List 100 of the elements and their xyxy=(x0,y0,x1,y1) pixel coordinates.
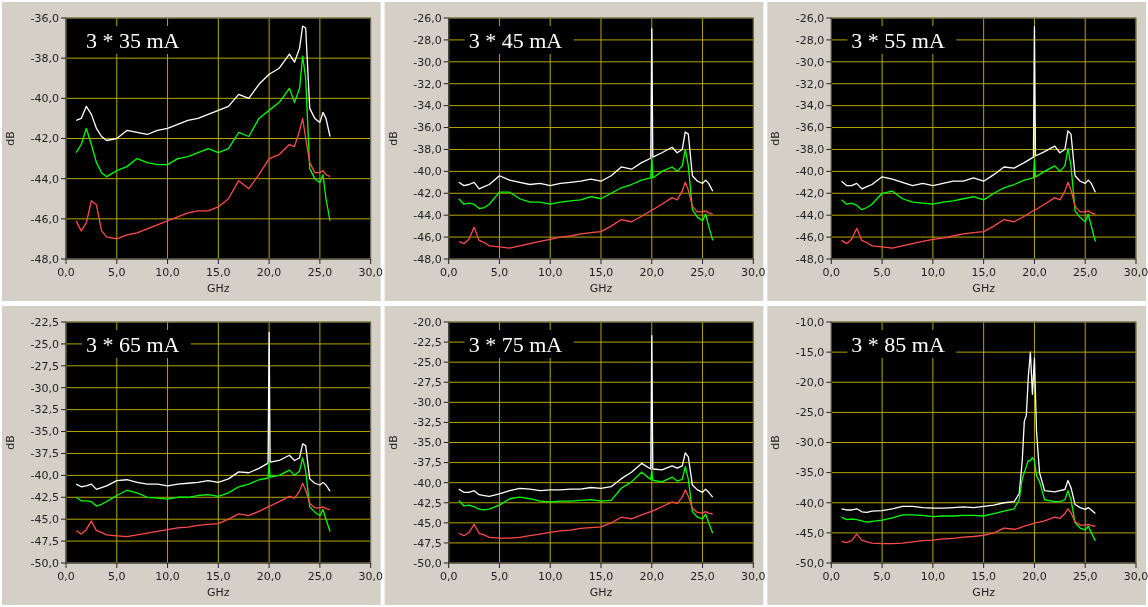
x-tick-label: 30,0 xyxy=(741,266,766,279)
x-tick-label: 0,0 xyxy=(57,570,75,583)
y-tick-label: -40,0 xyxy=(30,92,59,106)
y-tick-label: -42,0 xyxy=(795,187,825,201)
y-tick-label: -42,5 xyxy=(30,491,59,505)
y-axis-title: dB xyxy=(769,435,783,450)
x-tick-label: 0,0 xyxy=(439,570,458,583)
x-tick-label: 30,0 xyxy=(741,570,766,583)
y-tick-label: -37,5 xyxy=(413,456,442,470)
x-tick-label: 25,0 xyxy=(307,266,333,279)
line-series xyxy=(458,335,714,498)
line-series xyxy=(458,28,714,192)
text: 3 * 85 mA xyxy=(851,332,945,357)
y-tick-label: -28,0 xyxy=(413,33,442,47)
y-tick-label: -38,0 xyxy=(413,143,442,157)
y-tick-label: -32,0 xyxy=(795,77,825,91)
y-tick-label: -40,0 xyxy=(30,469,59,483)
x-tick-label: 25,0 xyxy=(307,570,333,583)
y-tick-label: -47,5 xyxy=(413,536,442,550)
x-tick-label: 0,0 xyxy=(57,266,75,279)
y-tick-label: -27,5 xyxy=(413,376,442,390)
y-tick-label: -25,0 xyxy=(30,337,59,351)
y-tick-label: -40,0 xyxy=(413,165,442,179)
y-tick-label: -46,0 xyxy=(795,230,825,244)
line-series xyxy=(458,148,714,242)
x-tick-label: 0,0 xyxy=(822,570,841,583)
y-tick-label: -48,0 xyxy=(413,252,442,266)
y-tick-label: -42,0 xyxy=(30,132,59,146)
line-series xyxy=(840,351,1097,515)
x-tick-label: 15,0 xyxy=(588,266,614,279)
line-series xyxy=(840,147,1097,243)
y-tick-label: -40,0 xyxy=(795,496,825,510)
x-tick-label: 15,0 xyxy=(206,266,231,279)
y-tick-label: -36,0 xyxy=(413,121,442,135)
x-tick-label: 15,0 xyxy=(971,570,996,583)
x-tick-label: 20,0 xyxy=(256,266,282,279)
x-tick-label: 10,0 xyxy=(155,266,180,279)
y-tick-label: -15,0 xyxy=(795,345,825,359)
x-tick-label: 5,0 xyxy=(108,570,126,583)
y-tick-label: -32,5 xyxy=(30,403,59,417)
x-tick-label: 25,0 xyxy=(690,266,715,279)
y-tick-label: -40,0 xyxy=(795,165,825,179)
y-tick-label: -42,0 xyxy=(413,187,442,201)
line-series xyxy=(840,456,1097,542)
x-tick-label: 10,0 xyxy=(537,266,563,279)
x-tick-label: 20,0 xyxy=(1022,266,1047,279)
y-axis-title: dB xyxy=(4,131,17,146)
y-tick-label: -35,0 xyxy=(413,436,442,450)
y-tick-label: -47,5 xyxy=(30,534,59,548)
line-series xyxy=(840,26,1097,193)
line-series xyxy=(75,482,331,538)
line-series xyxy=(75,331,331,492)
y-tick-label: -10,0 xyxy=(795,315,825,329)
y-tick-label: -44,0 xyxy=(413,209,442,223)
y-tick-label: -20,0 xyxy=(413,315,442,329)
line-series xyxy=(75,55,331,222)
y-tick-label: -40,0 xyxy=(413,476,442,490)
y-tick-label: -30,0 xyxy=(795,436,825,450)
y-tick-label: -45,0 xyxy=(413,516,442,530)
y-tick-label: -45,0 xyxy=(795,526,825,540)
x-tick-label: 15,0 xyxy=(206,570,231,583)
x-axis-title: GHz xyxy=(589,282,613,295)
x-tick-label: 30,0 xyxy=(1123,266,1148,279)
x-tick-label: 10,0 xyxy=(920,266,946,279)
y-tick-label: -27,5 xyxy=(30,359,59,373)
y-tick-label: -22,5 xyxy=(30,315,59,329)
text: 3 * 75 mA xyxy=(468,332,563,357)
x-axis-title: GHz xyxy=(972,586,996,599)
y-tick-label: -30,0 xyxy=(30,381,59,395)
x-tick-label: 20,0 xyxy=(639,266,665,279)
y-tick-label: -32,0 xyxy=(413,77,442,91)
x-tick-label: 20,0 xyxy=(639,570,665,583)
text: 3 * 35 mA xyxy=(86,28,180,53)
line-series xyxy=(840,181,1097,249)
y-tick-label: -50,0 xyxy=(30,556,59,570)
line-series xyxy=(458,489,714,539)
y-tick-label: -48,0 xyxy=(30,252,59,266)
y-tick-label: -22,5 xyxy=(413,335,442,349)
x-tick-label: 20,0 xyxy=(1022,570,1047,583)
line-series xyxy=(840,508,1097,545)
y-tick-label: -25,0 xyxy=(795,406,825,420)
x-tick-label: 25,0 xyxy=(1072,266,1098,279)
y-tick-label: -50,0 xyxy=(795,556,825,570)
y-axis-title: dB xyxy=(386,435,400,450)
y-tick-label: -35,0 xyxy=(30,425,59,439)
line-series xyxy=(75,25,331,142)
y-tick-label: -34,0 xyxy=(413,99,442,113)
x-tick-label: 25,0 xyxy=(690,570,715,583)
y-axis-title: dB xyxy=(4,435,17,450)
x-tick-label: 5,0 xyxy=(490,266,509,279)
x-tick-label: 5,0 xyxy=(108,266,126,279)
text: 3 * 45 mA xyxy=(468,28,563,53)
x-axis-title: GHz xyxy=(589,586,613,599)
x-tick-label: 5,0 xyxy=(490,570,509,583)
y-tick-label: -37,5 xyxy=(30,447,59,461)
x-tick-label: 15,0 xyxy=(971,266,996,279)
y-axis-title: dB xyxy=(769,131,783,146)
y-tick-label: -28,0 xyxy=(795,33,825,47)
y-tick-label: -48,0 xyxy=(795,252,825,266)
x-axis-title: GHz xyxy=(207,282,230,295)
